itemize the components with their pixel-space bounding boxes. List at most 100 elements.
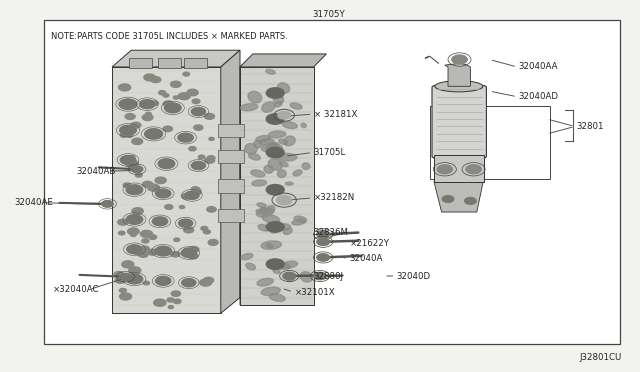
Circle shape: [182, 279, 196, 287]
Ellipse shape: [252, 180, 267, 186]
Polygon shape: [240, 67, 314, 305]
Bar: [184, 58, 207, 68]
Circle shape: [182, 193, 191, 199]
Ellipse shape: [257, 203, 266, 207]
Circle shape: [142, 239, 149, 243]
Text: 32040AE: 32040AE: [14, 198, 53, 207]
Circle shape: [140, 230, 152, 237]
Circle shape: [283, 272, 296, 280]
Circle shape: [118, 231, 125, 235]
Circle shape: [189, 246, 199, 252]
Circle shape: [163, 126, 172, 132]
Circle shape: [200, 279, 212, 286]
Circle shape: [466, 165, 481, 174]
Circle shape: [317, 231, 330, 238]
Bar: [218, 150, 244, 163]
Circle shape: [183, 248, 194, 254]
Text: 32040AB: 32040AB: [77, 167, 116, 176]
Polygon shape: [221, 50, 240, 313]
Ellipse shape: [257, 278, 273, 286]
Circle shape: [131, 122, 141, 128]
Circle shape: [126, 215, 143, 224]
Circle shape: [187, 89, 198, 96]
Ellipse shape: [266, 206, 275, 213]
Circle shape: [437, 165, 452, 174]
Circle shape: [171, 251, 180, 257]
Circle shape: [119, 99, 137, 109]
Circle shape: [148, 235, 157, 240]
Text: 32040AA: 32040AA: [518, 62, 558, 71]
Circle shape: [118, 84, 131, 91]
Circle shape: [192, 190, 201, 195]
Circle shape: [115, 277, 125, 283]
Circle shape: [118, 219, 128, 225]
Circle shape: [129, 155, 135, 159]
Circle shape: [132, 138, 143, 145]
Circle shape: [127, 228, 139, 235]
FancyBboxPatch shape: [432, 86, 486, 158]
Circle shape: [120, 293, 132, 300]
Ellipse shape: [262, 102, 275, 112]
Circle shape: [317, 238, 330, 246]
Circle shape: [191, 108, 205, 116]
Circle shape: [191, 161, 205, 170]
Circle shape: [192, 99, 200, 103]
Ellipse shape: [271, 229, 279, 233]
Bar: [129, 58, 152, 68]
Circle shape: [174, 238, 180, 241]
Ellipse shape: [257, 208, 274, 217]
Circle shape: [314, 272, 326, 280]
Circle shape: [140, 246, 149, 251]
Polygon shape: [240, 54, 326, 67]
Text: 32836M: 32836M: [314, 228, 349, 237]
Circle shape: [120, 155, 136, 164]
Circle shape: [207, 207, 216, 212]
Circle shape: [132, 208, 143, 214]
Ellipse shape: [259, 139, 274, 145]
Circle shape: [201, 227, 208, 230]
Circle shape: [143, 281, 150, 285]
Ellipse shape: [279, 139, 287, 144]
Ellipse shape: [261, 241, 282, 249]
Circle shape: [181, 248, 196, 257]
Circle shape: [184, 227, 194, 233]
Ellipse shape: [264, 165, 273, 173]
Circle shape: [123, 183, 131, 187]
Polygon shape: [240, 56, 253, 305]
Ellipse shape: [284, 228, 292, 234]
Circle shape: [152, 217, 168, 226]
Bar: [218, 179, 244, 193]
Circle shape: [163, 101, 173, 107]
Ellipse shape: [253, 141, 262, 148]
Text: J32801CU: J32801CU: [580, 353, 622, 362]
Ellipse shape: [270, 142, 278, 149]
Text: NOTE:PARTS CODE 31705L INCLUDES × MARKED PARTS.: NOTE:PARTS CODE 31705L INCLUDES × MARKED…: [51, 32, 288, 41]
Text: 31705Y: 31705Y: [312, 10, 345, 19]
Circle shape: [135, 173, 142, 177]
Circle shape: [173, 299, 181, 304]
Text: 32801: 32801: [576, 122, 604, 131]
Circle shape: [167, 298, 174, 302]
Ellipse shape: [280, 162, 288, 167]
Circle shape: [188, 253, 198, 259]
Circle shape: [442, 196, 454, 202]
Ellipse shape: [435, 81, 483, 92]
Circle shape: [164, 103, 181, 113]
Ellipse shape: [292, 219, 305, 225]
Circle shape: [452, 55, 467, 64]
Circle shape: [178, 93, 190, 100]
Text: 32040D: 32040D: [397, 272, 431, 280]
Circle shape: [465, 198, 476, 204]
Ellipse shape: [256, 209, 268, 214]
Ellipse shape: [268, 131, 286, 138]
Circle shape: [266, 147, 284, 158]
Ellipse shape: [260, 207, 266, 212]
Circle shape: [189, 147, 196, 151]
Circle shape: [266, 88, 284, 98]
Circle shape: [266, 222, 284, 232]
Circle shape: [183, 72, 189, 76]
Circle shape: [120, 133, 128, 137]
Text: 32040AD: 32040AD: [518, 92, 559, 101]
Ellipse shape: [274, 102, 282, 107]
Circle shape: [205, 157, 214, 163]
